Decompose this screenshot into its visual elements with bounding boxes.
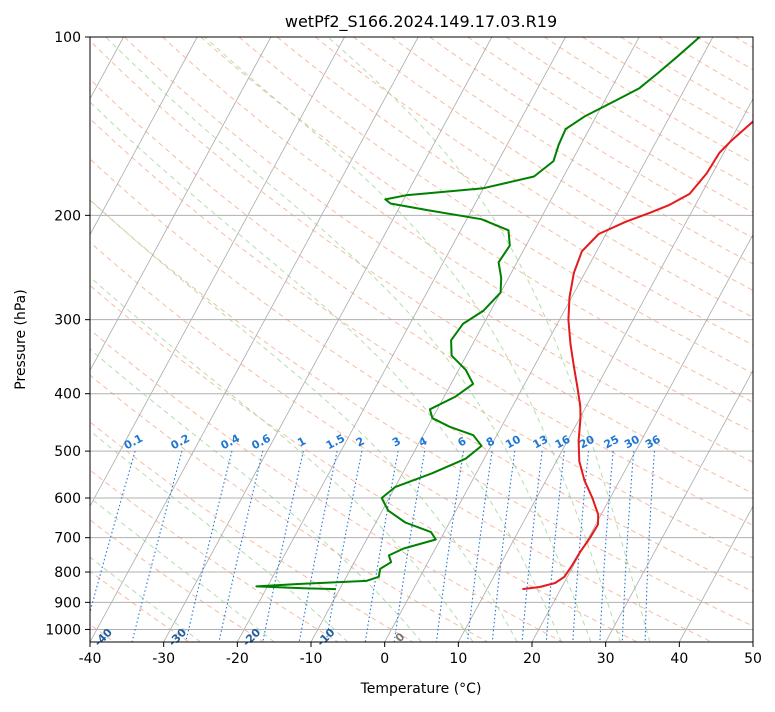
x-tick-label: -20 [226, 651, 249, 667]
y-tick-label: 100 [54, 30, 81, 46]
y-tick-label: 200 [54, 208, 81, 224]
y-tick-label: 300 [54, 313, 81, 329]
x-tick-label: 40 [670, 651, 688, 667]
y-tick-label: 700 [54, 531, 81, 547]
y-tick-label: 800 [54, 565, 81, 581]
x-tick-label: 0 [380, 651, 389, 667]
y-tick-label: 900 [54, 595, 81, 611]
y-tick-label: 400 [54, 387, 81, 403]
chart-title: wetPf2_S166.2024.149.17.03.R19 [285, 12, 557, 32]
y-tick-label: 1000 [45, 622, 81, 638]
x-tick-label: 30 [597, 651, 615, 667]
x-axis-label: Temperature (°C) [360, 681, 482, 697]
x-tick-label: 50 [744, 651, 762, 667]
x-tick-label: 10 [449, 651, 467, 667]
y-tick-label: 500 [54, 444, 81, 460]
y-axis-label: Pressure (hPa) [13, 289, 29, 389]
x-tick-label: -30 [152, 651, 175, 667]
x-tick-label: 20 [523, 651, 541, 667]
y-tick-label: 600 [54, 491, 81, 507]
x-tick-label: -40 [79, 651, 102, 667]
x-tick-label: -10 [300, 651, 323, 667]
